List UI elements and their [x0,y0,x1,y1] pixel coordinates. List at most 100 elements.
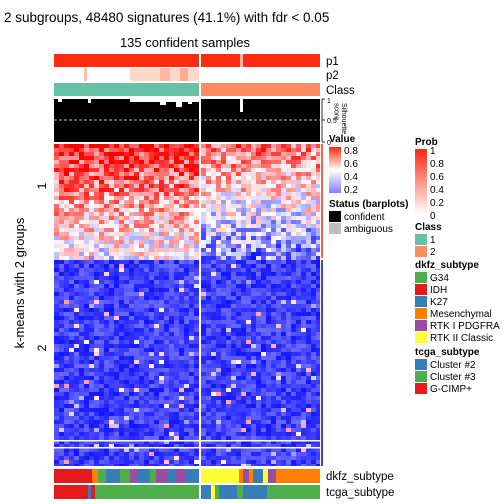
heatmap-cell [129,168,134,172]
heatmap-cell [306,440,311,444]
heatmap-cell [119,196,124,200]
heatmap-cell [104,372,109,376]
heatmap-cell [291,448,296,452]
heatmap-cell [89,348,94,352]
heatmap-cell [154,312,159,316]
heatmap-cell [296,360,301,364]
heatmap-cell [134,416,139,420]
heatmap-cell [154,240,159,244]
heatmap-cell [236,148,241,152]
heatmap-cell [281,388,286,392]
heatmap-cell [221,168,226,172]
heatmap-cell [281,428,286,432]
heatmap-cell [79,276,84,280]
heatmap-cell [286,376,291,380]
heatmap-cell [189,172,194,176]
heatmap-cell [281,456,286,460]
heatmap-cell [256,268,261,272]
heatmap-cell [206,276,211,280]
heatmap-cell [251,320,256,324]
heatmap-cell [251,372,256,376]
heatmap-cell [211,296,216,300]
heatmap-cell [296,208,301,212]
heatmap-cell [89,444,94,448]
heatmap-cell [134,236,139,240]
heatmap-cell [226,252,231,256]
heatmap-cell [251,164,256,168]
heatmap-cell [139,188,144,192]
heatmap-cell [206,332,211,336]
class-track-label: Class [326,85,355,97]
heatmap-cell [129,404,134,408]
heatmap-cell [216,332,221,336]
heatmap-cell [64,460,69,464]
heatmap-cell [286,364,291,368]
heatmap-cell [104,232,109,236]
heatmap-cell [231,316,236,320]
heatmap-cell [206,224,211,228]
heatmap-cell [256,460,261,464]
heatmap-cell [169,444,174,448]
heatmap-cell [79,324,84,328]
heatmap-cell [89,292,94,296]
heatmap-cell [286,272,291,276]
heatmap-cell [201,292,206,296]
heatmap-cell [306,408,311,412]
heatmap-cell [216,388,221,392]
heatmap-cell [206,268,211,272]
heatmap-cell [316,248,320,252]
heatmap-cell [261,440,266,444]
heatmap-cell [276,280,281,284]
heatmap-cell [251,380,256,384]
heatmap-cell [236,420,241,424]
heatmap-cell [301,272,306,276]
heatmap-cell [94,196,99,200]
heatmap-cell [104,412,109,416]
heatmap-cell [256,184,261,188]
heatmap-cell [169,160,174,164]
heatmap-cell [84,264,89,268]
heatmap-cell [216,296,221,300]
heatmap-cell [286,268,291,272]
heatmap-cell [144,316,149,320]
heatmap-cell [79,272,84,276]
heatmap-cell [306,268,311,272]
heatmap-cell [54,260,59,264]
heatmap-cell [271,244,276,248]
heatmap-cell [276,256,281,260]
heatmap-cell [286,344,291,348]
heatmap-cell [64,436,69,440]
heatmap-cell [194,276,199,280]
heatmap-cell [296,440,301,444]
heatmap-cell [184,344,189,348]
heatmap-cell [154,292,159,296]
heatmap-cell [79,164,84,168]
heatmap-cell [301,456,306,460]
heatmap-cell [99,432,104,436]
heatmap-cell [164,384,169,388]
heatmap-cell [211,300,216,304]
heatmap-cell [316,200,320,204]
heatmap-cell [139,148,144,152]
heatmap-cell [129,252,134,256]
heatmap-cell [179,268,184,272]
heatmap-cell [266,384,271,388]
heatmap-cell [261,252,266,256]
heatmap-cell [59,440,64,444]
heatmap-cell [306,356,311,360]
heatmap-cell [84,232,89,236]
heatmap-cell [194,380,199,384]
heatmap-cell [201,276,206,280]
heatmap-cell [179,212,184,216]
heatmap-cell [124,276,129,280]
heatmap-cell [206,208,211,212]
heatmap-cell [271,180,276,184]
heatmap-cell [139,312,144,316]
heatmap-cell [266,284,271,288]
heatmap-cell [271,252,276,256]
heatmap-cell [94,464,99,466]
heatmap-cell [109,260,114,264]
heatmap-cell [149,276,154,280]
heatmap-cell [266,388,271,392]
heatmap-cell [174,316,179,320]
